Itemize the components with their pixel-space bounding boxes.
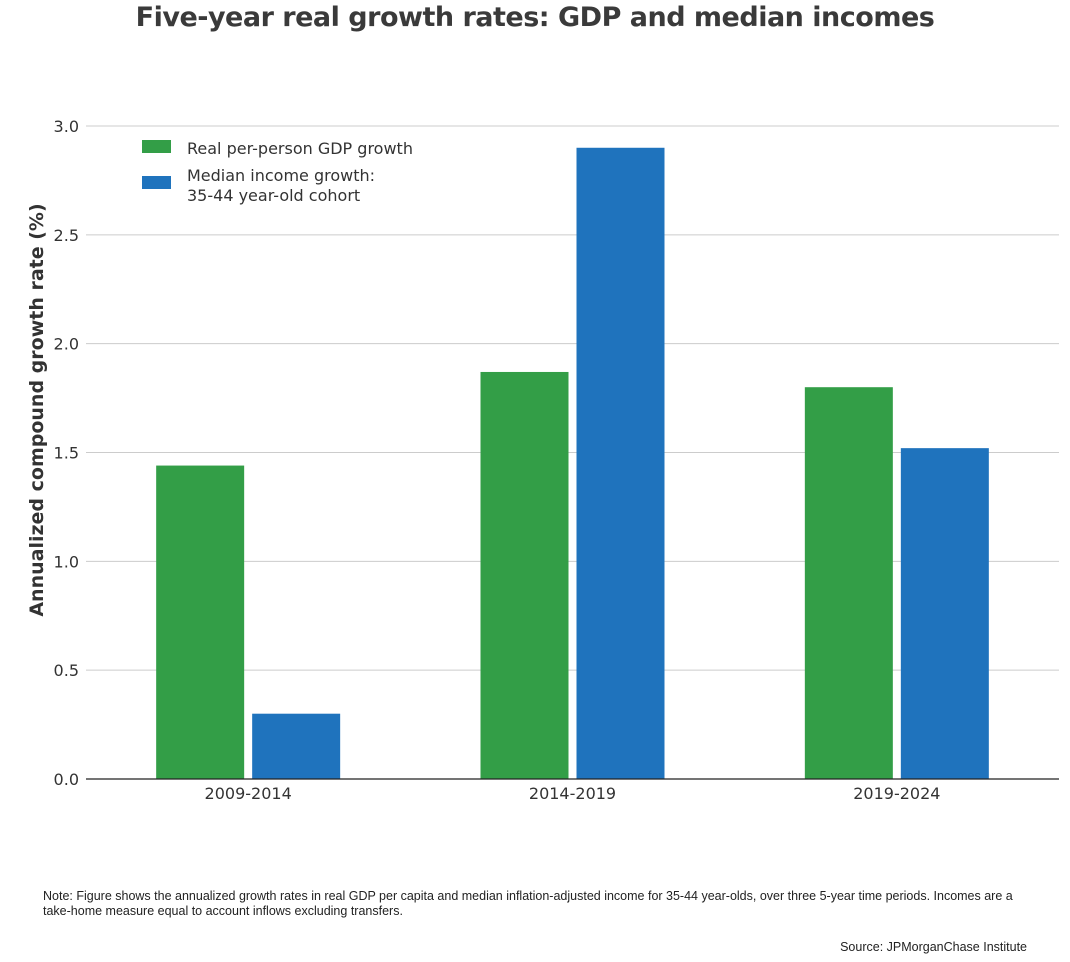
legend-swatch	[142, 176, 171, 189]
bar-series-1-2009-2014	[252, 713, 341, 779]
y-tick-label: 2.0	[54, 335, 79, 354]
legend: Real per-person GDP growth Median income …	[142, 139, 413, 205]
legend-label: Median income growth:	[187, 166, 375, 185]
bar-series-0-2014-2019	[480, 371, 569, 779]
y-tick-label: 1.0	[54, 552, 79, 571]
legend-swatch	[142, 140, 171, 153]
legend-label: Real per-person GDP growth	[187, 139, 413, 158]
y-axis-label: Annualized compound growth rate (%)	[26, 203, 48, 616]
y-tick-label: 3.0	[54, 117, 79, 136]
gridlines	[86, 125, 1059, 671]
bar-series-0-2019-2024	[804, 387, 893, 779]
chart-title: Five-year real growth rates: GDP and med…	[135, 2, 935, 33]
x-tick-label: 2014-2019	[529, 784, 616, 803]
y-tick-label: 0.5	[54, 661, 79, 680]
figure-note: Note: Figure shows the annualized growth…	[43, 889, 1013, 918]
bar-series-1-2014-2019	[576, 147, 665, 779]
x-axis-labels: 2009-2014 2014-2019 2019-2024	[205, 784, 941, 803]
bar-chart: 0.0 0.5 1.0 1.5 2.0 2.5 3.0 2009-2014 2014-2019…	[26, 117, 1059, 803]
y-tick-label: 2.5	[54, 226, 79, 245]
bar-series-0-2009-2014	[156, 465, 245, 779]
y-tick-label: 1.5	[54, 444, 79, 463]
source-credit: Source: JPMorganChase Institute	[840, 940, 1027, 954]
x-tick-label: 2019-2024	[853, 784, 940, 803]
x-tick-label: 2009-2014	[205, 784, 292, 803]
bars	[156, 147, 989, 779]
legend-label: 35-44 year-old cohort	[187, 186, 360, 205]
y-tick-label: 0.0	[54, 770, 79, 789]
bar-series-1-2019-2024	[900, 448, 989, 779]
y-axis-ticks: 0.0 0.5 1.0 1.5 2.0 2.5 3.0	[54, 117, 79, 789]
